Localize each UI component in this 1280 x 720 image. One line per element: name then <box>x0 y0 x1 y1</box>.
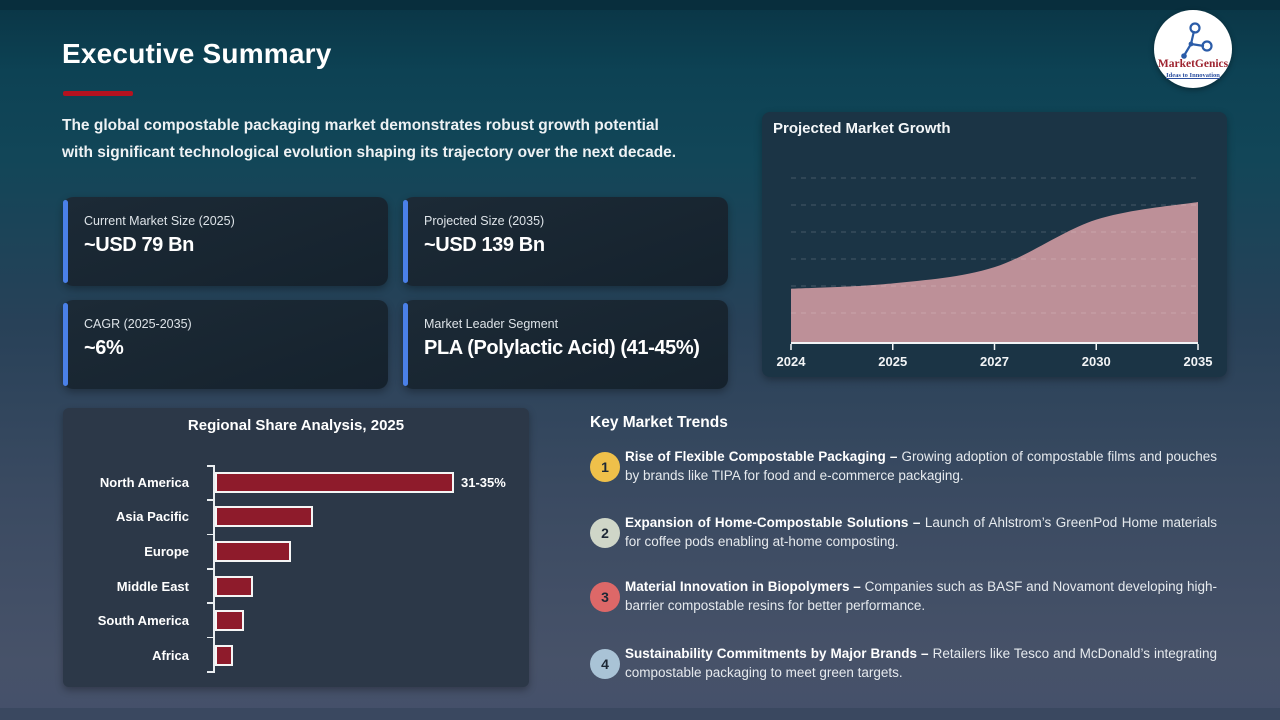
kpi-label: Current Market Size (2025) <box>84 214 235 228</box>
kpi-label: Projected Size (2035) <box>424 214 545 228</box>
x-axis-label: 2027 <box>980 354 1009 369</box>
category-label: Asia Pacific <box>116 509 189 525</box>
card-accent-bar <box>403 303 408 386</box>
bar-zone <box>205 575 519 597</box>
growth-area-chart: 2024 2025 2027 2030 2035 <box>777 177 1213 369</box>
logo-name: MarketGenics <box>1157 58 1229 70</box>
card-accent-bar <box>63 200 68 283</box>
page-title: Executive Summary <box>62 38 332 69</box>
bar-value-label: 31-35% <box>461 474 506 490</box>
kpi-card-grid: Current Market Size (2025) ~USD 79 Bn Pr… <box>63 197 728 389</box>
bar <box>215 610 244 632</box>
bar-zone <box>205 506 519 528</box>
bar-zone <box>205 644 519 666</box>
trend-heading: Sustainability Commitments by Major Bran… <box>625 646 929 661</box>
molecule-icon <box>1181 22 1213 59</box>
kpi-label: Market Leader Segment <box>424 317 559 331</box>
kpi-card-projected-size: Projected Size (2035) ~USD 139 Bn <box>403 197 728 286</box>
bar-row-middle-east: Middle East <box>73 569 519 604</box>
intro-line-1: The global compostable packaging market … <box>62 117 659 134</box>
logo-tagline: Ideas to Innovation <box>1166 72 1220 79</box>
kpi-value: PLA (Polylactic Acid) (41-45%) <box>424 337 700 359</box>
kpi-value: ~6% <box>84 337 124 359</box>
card-accent-bar <box>403 200 408 283</box>
trend-item-2: 2 Expansion of Home-Compostable Solution… <box>590 514 1222 551</box>
axis-tick <box>207 533 214 536</box>
regional-bar-chart: North America 31-35% Asia Pacific Europe Mid… <box>73 465 519 673</box>
category-label: South America <box>97 613 189 629</box>
trend-text: Expansion of Home-Compostable Solutions … <box>625 514 1217 551</box>
trend-body: Retailers like Tesco and McDonald’s inte… <box>625 646 1217 680</box>
x-axis-label: 2030 <box>1082 354 1111 369</box>
growth-chart-title: Projected Market Growth <box>773 120 951 137</box>
marketgenics-logo: MarketGenics Ideas to Innovation <box>1154 10 1232 88</box>
axis-tick <box>207 499 214 501</box>
top-border-strip <box>0 0 1280 10</box>
axis-tick <box>207 671 214 673</box>
category-label: Africa <box>152 647 189 663</box>
kpi-value: ~USD 139 Bn <box>424 234 545 256</box>
axis-tick <box>207 465 214 467</box>
trend-body: Companies such as BASF and Novamont deve… <box>625 579 1217 613</box>
trend-text: Sustainability Commitments by Major Bran… <box>625 645 1217 682</box>
trend-heading: Rise of Flexible Compostable Packaging – <box>625 449 898 464</box>
kpi-card-market-leader: Market Leader Segment PLA (Polylactic Ac… <box>403 300 728 389</box>
bar-row-asia-pacific: Asia Pacific <box>73 500 519 535</box>
trend-number-badge: 2 <box>590 517 620 548</box>
bar-zone <box>205 610 519 632</box>
regional-chart-title: Regional Share Analysis, 2025 <box>187 417 405 434</box>
kpi-card-cagr: CAGR (2025-2035) ~6% <box>63 300 388 389</box>
bar <box>215 575 254 597</box>
bar <box>215 506 313 528</box>
axis-tick <box>207 568 214 570</box>
category-label: Middle East <box>116 578 189 594</box>
bar-zone <box>205 540 519 562</box>
category-label: North America <box>99 474 189 490</box>
projected-market-growth-card: Projected Market Growth 2024 2025 2027 2030… <box>762 112 1227 377</box>
x-axis-label: 2024 <box>777 354 807 369</box>
key-market-trends-title: Key Market Trends <box>590 414 728 431</box>
bar <box>215 540 291 562</box>
trend-number-badge: 3 <box>590 581 620 612</box>
kpi-card-current-market-size: Current Market Size (2025) ~USD 79 Bn <box>63 197 388 286</box>
bar-row-europe: Europe <box>73 534 519 569</box>
bar-row-north-america: North America 31-35% <box>73 465 519 500</box>
trend-item-4: 4 Sustainability Commitments by Major Br… <box>590 645 1222 682</box>
trend-body: Launch of Ahlstrom’s GreenPod Home mater… <box>625 515 1217 549</box>
trend-item-3: 3 Material Innovation in Biopolymers – C… <box>590 578 1222 615</box>
kpi-label: CAGR (2025-2035) <box>84 317 192 331</box>
bar <box>215 644 234 666</box>
regional-share-card: Regional Share Analysis, 2025 North Amer… <box>63 408 529 687</box>
title-underline <box>63 91 133 96</box>
bar-zone: 31-35% <box>205 471 519 493</box>
trend-item-1: 1 Rise of Flexible Compostable Packaging… <box>590 448 1222 485</box>
trend-number-badge: 4 <box>590 648 620 679</box>
trend-heading: Material Innovation in Biopolymers – <box>625 579 861 594</box>
intro-paragraph: The global compostable packaging market … <box>62 112 752 166</box>
trend-heading: Expansion of Home-Compostable Solutions … <box>625 515 921 530</box>
bottom-border-strip <box>0 708 1280 720</box>
card-accent-bar <box>63 303 68 386</box>
bar-row-south-america: South America <box>73 603 519 638</box>
trend-text: Rise of Flexible Compostable Packaging –… <box>625 448 1217 485</box>
trend-text: Material Innovation in Biopolymers – Com… <box>625 578 1217 615</box>
bar <box>215 471 454 493</box>
area-series <box>791 202 1198 343</box>
axis-tick <box>207 636 214 639</box>
x-axis-label: 2035 <box>1184 354 1213 369</box>
kpi-value: ~USD 79 Bn <box>84 234 194 256</box>
category-label: Europe <box>144 543 189 559</box>
trend-body: Growing adoption of compostable films an… <box>625 449 1217 483</box>
intro-line-2: with significant technological evolution… <box>62 144 677 161</box>
x-axis-label: 2025 <box>878 354 907 369</box>
trend-number-badge: 1 <box>590 451 620 482</box>
bar-row-africa: Africa <box>73 638 519 673</box>
axis-tick <box>207 602 214 604</box>
